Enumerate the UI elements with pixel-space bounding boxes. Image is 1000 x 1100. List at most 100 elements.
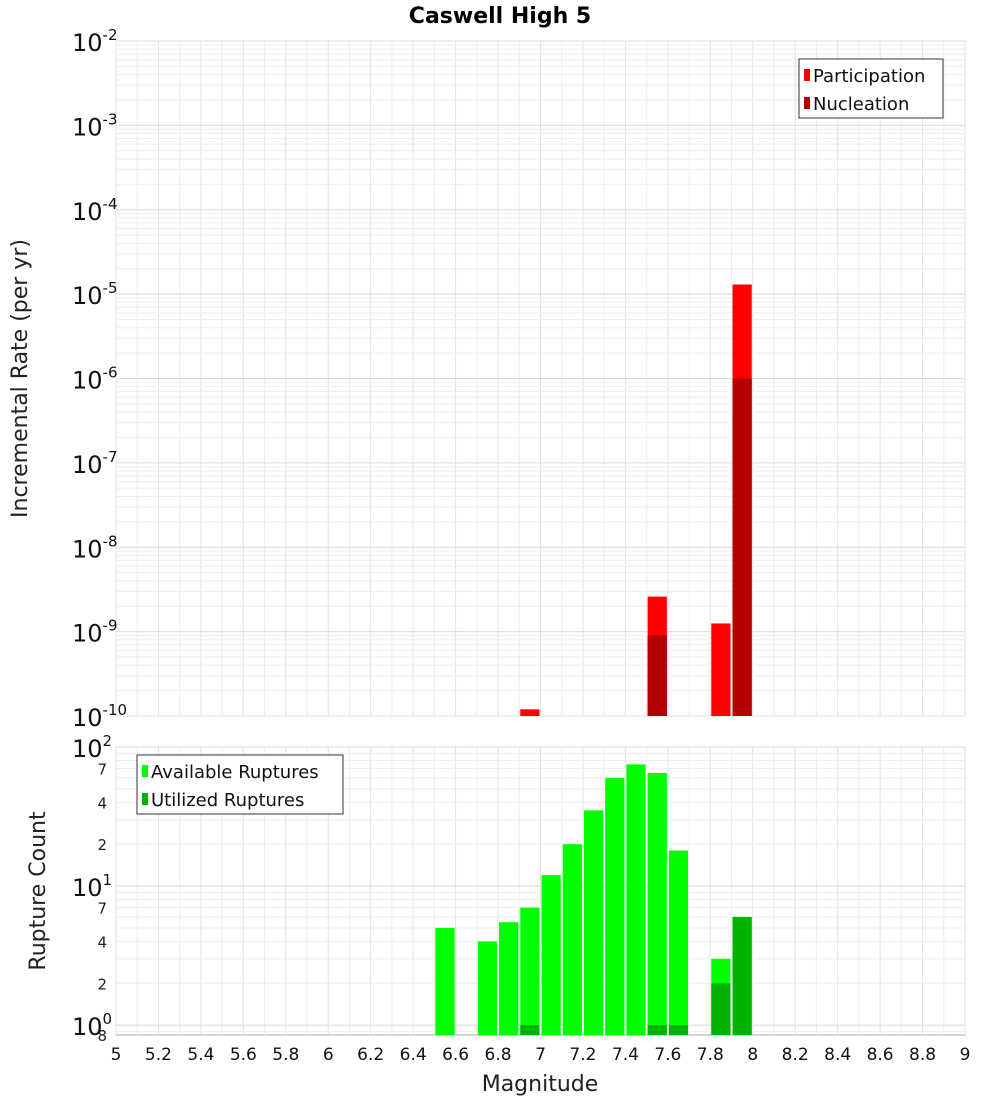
y-tick-base: 10 bbox=[72, 704, 103, 732]
x-tick-label: 5 bbox=[111, 1045, 122, 1065]
y-tick-label: 10-8 bbox=[72, 532, 118, 563]
y-tick-base: 10 bbox=[72, 874, 103, 902]
x-tick-label: 5.4 bbox=[187, 1045, 214, 1065]
y-tick-exponent: -7 bbox=[103, 448, 118, 466]
y-minor-tick-label: 7 bbox=[97, 761, 107, 779]
chart-title: Caswell High 5 bbox=[409, 4, 591, 29]
x-tick-label: 5.8 bbox=[272, 1045, 299, 1065]
y-tick-label: 10-2 bbox=[72, 26, 118, 57]
y-tick-label: 10-5 bbox=[72, 279, 118, 310]
y-tick-label: 10-6 bbox=[72, 364, 118, 395]
bottom-y-axis-label: Rupture Count bbox=[26, 811, 51, 971]
y-tick-exponent: -5 bbox=[103, 279, 118, 297]
legend-label: Participation bbox=[813, 66, 925, 87]
y-minor-tick-label: 2 bbox=[97, 836, 107, 854]
x-tick-label: 8 bbox=[747, 1045, 758, 1065]
x-tick-label: 5.2 bbox=[145, 1045, 172, 1065]
y-tick-base: 10 bbox=[72, 735, 103, 763]
y-tick-label: 101 bbox=[72, 871, 112, 902]
bar-utilized-ruptures bbox=[732, 916, 752, 1035]
y-tick-base: 10 bbox=[72, 535, 103, 563]
top-y-ticks: 10-210-310-410-510-610-710-810-910-10 bbox=[72, 26, 127, 732]
bar-participation bbox=[711, 623, 731, 716]
y-tick-exponent: -2 bbox=[103, 26, 118, 44]
y-tick-label: 10-3 bbox=[72, 110, 118, 141]
bar-available-ruptures bbox=[562, 844, 582, 1035]
bar-available-ruptures bbox=[668, 850, 689, 1035]
legend-box bbox=[798, 58, 944, 119]
y-tick-label: 10-10 bbox=[72, 701, 127, 732]
bar-utilized-ruptures bbox=[668, 1025, 689, 1035]
y-tick-label: 10-4 bbox=[72, 195, 118, 226]
x-tick-label: 7.6 bbox=[654, 1045, 681, 1065]
y-tick-base: 10 bbox=[72, 198, 103, 226]
bar-available-ruptures bbox=[583, 810, 604, 1035]
x-tick-label: 8.4 bbox=[824, 1045, 851, 1065]
x-tick-label: 9 bbox=[960, 1045, 971, 1065]
x-tick-label: 7 bbox=[535, 1045, 546, 1065]
y-minor-tick-label: 7 bbox=[97, 900, 107, 918]
y-tick-label: 10-9 bbox=[72, 617, 118, 648]
legend-swatch bbox=[142, 765, 148, 777]
x-tick-label: 6.6 bbox=[442, 1045, 469, 1065]
x-tick-label: 8.8 bbox=[909, 1045, 936, 1065]
bar-utilized-ruptures bbox=[520, 1025, 540, 1035]
x-tick-label: 6.2 bbox=[357, 1045, 384, 1065]
y-tick-label: 102 bbox=[72, 732, 112, 763]
x-tick-label: 5.6 bbox=[230, 1045, 257, 1065]
bar-nucleation bbox=[732, 378, 752, 716]
bar-nucleation bbox=[647, 635, 667, 716]
bar-available-ruptures bbox=[541, 875, 561, 1035]
x-tick-label: 7.8 bbox=[697, 1045, 724, 1065]
y-tick-label: 10-7 bbox=[72, 448, 118, 479]
bar-utilized-ruptures bbox=[647, 1025, 667, 1035]
top-plot-panel: 10-210-310-410-510-610-710-810-910-10 In… bbox=[8, 26, 966, 732]
bottom-gridlines bbox=[115, 746, 966, 1035]
bar-utilized-ruptures bbox=[711, 983, 731, 1035]
bar-available-ruptures bbox=[477, 941, 498, 1035]
bar-participation bbox=[520, 709, 540, 716]
x-tick-label: 6.8 bbox=[485, 1045, 512, 1065]
y-minor-tick-label: 4 bbox=[97, 933, 107, 951]
x-tick-label: 6.4 bbox=[400, 1045, 427, 1065]
x-tick-label: 8.2 bbox=[782, 1045, 809, 1065]
y-tick-exponent: -6 bbox=[103, 364, 118, 382]
y-minor-tick-label: 4 bbox=[97, 794, 107, 812]
y-tick-exponent: -9 bbox=[103, 617, 118, 635]
legend-label: Nucleation bbox=[813, 94, 909, 115]
top-y-axis-label: Incremental Rate (per yr) bbox=[8, 239, 33, 518]
bar-available-ruptures bbox=[499, 922, 519, 1035]
bar-available-ruptures bbox=[626, 764, 646, 1035]
legend-swatch bbox=[804, 97, 810, 109]
legend-swatch bbox=[142, 793, 148, 805]
bar-available-ruptures bbox=[435, 927, 455, 1035]
y-minor-tick-label: 8 bbox=[97, 1027, 107, 1045]
y-tick-exponent: 1 bbox=[103, 871, 113, 889]
legend-box bbox=[136, 754, 344, 815]
bar-available-ruptures bbox=[605, 777, 625, 1035]
x-ticks: 5 5.2 5.4 5.6 5.8 6 6.2 6.4 6.6 6.8 7 7.2 7.4 7.6 7.8 8… bbox=[111, 1045, 971, 1065]
y-tick-exponent: -10 bbox=[103, 701, 128, 719]
y-tick-base: 10 bbox=[72, 1013, 103, 1041]
x-tick-label: 7.4 bbox=[612, 1045, 639, 1065]
top-gridlines bbox=[115, 40, 966, 717]
x-tick-label: 7.2 bbox=[569, 1045, 596, 1065]
legend-label: Available Ruptures bbox=[151, 762, 319, 783]
y-tick-base: 10 bbox=[72, 113, 103, 141]
bottom-legend: Available Ruptures Utilized Ruptures bbox=[136, 754, 344, 815]
y-tick-exponent: -8 bbox=[103, 532, 118, 550]
bar-available-ruptures bbox=[520, 907, 540, 1035]
x-tick-label: 6 bbox=[323, 1045, 334, 1065]
x-tick-label: 8.6 bbox=[867, 1045, 894, 1065]
top-bars bbox=[520, 284, 752, 716]
y-tick-base: 10 bbox=[72, 620, 103, 648]
legend-swatch bbox=[804, 69, 810, 81]
y-minor-tick-label: 2 bbox=[97, 975, 107, 993]
y-tick-exponent: 0 bbox=[103, 1010, 113, 1028]
y-tick-base: 10 bbox=[72, 29, 103, 57]
y-tick-exponent: 2 bbox=[103, 732, 113, 750]
y-tick-label: 100 bbox=[72, 1010, 112, 1041]
